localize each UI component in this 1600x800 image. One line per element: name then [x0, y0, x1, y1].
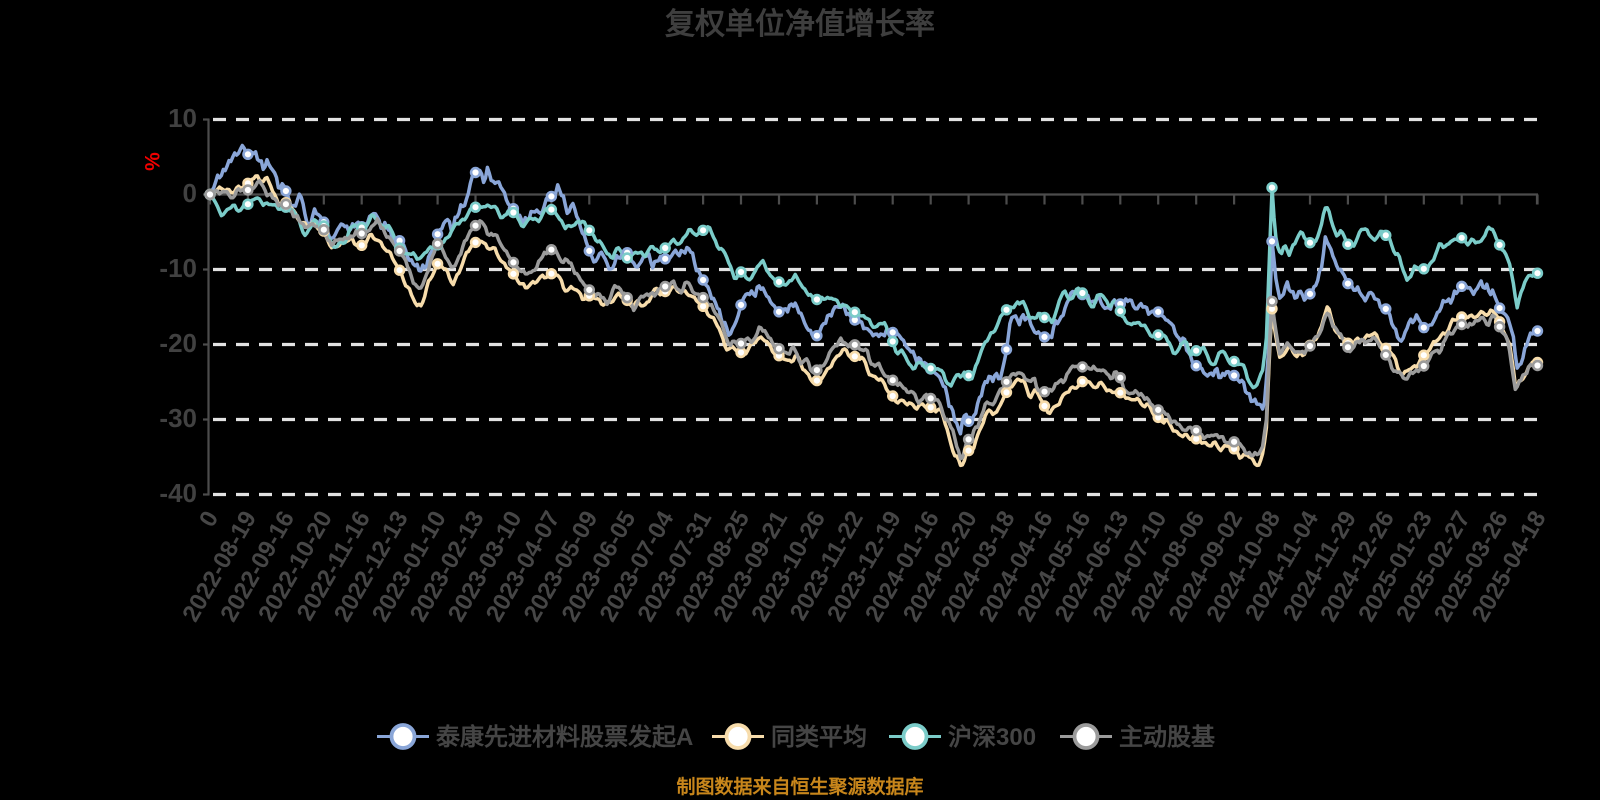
svg-text:-10: -10	[159, 253, 197, 283]
svg-text:复权单位净值增长率: 复权单位净值增长率	[665, 7, 935, 41]
svg-text:%: %	[142, 152, 165, 171]
svg-text:0: 0	[194, 507, 224, 532]
svg-text:-20: -20	[159, 328, 197, 358]
svg-text:-30: -30	[159, 403, 197, 433]
svg-text:10: 10	[168, 103, 197, 133]
svg-text:-40: -40	[159, 478, 197, 508]
svg-text:主动股基: 主动股基	[1119, 724, 1216, 751]
svg-text:制图数据来自恒生聚源数据库: 制图数据来自恒生聚源数据库	[676, 775, 923, 798]
svg-text:同类平均: 同类平均	[771, 723, 867, 751]
svg-text:泰康先进材料股票发起A: 泰康先进材料股票发起A	[436, 723, 693, 751]
svg-text:沪深300: 沪深300	[948, 724, 1036, 751]
svg-text:0: 0	[183, 178, 197, 208]
